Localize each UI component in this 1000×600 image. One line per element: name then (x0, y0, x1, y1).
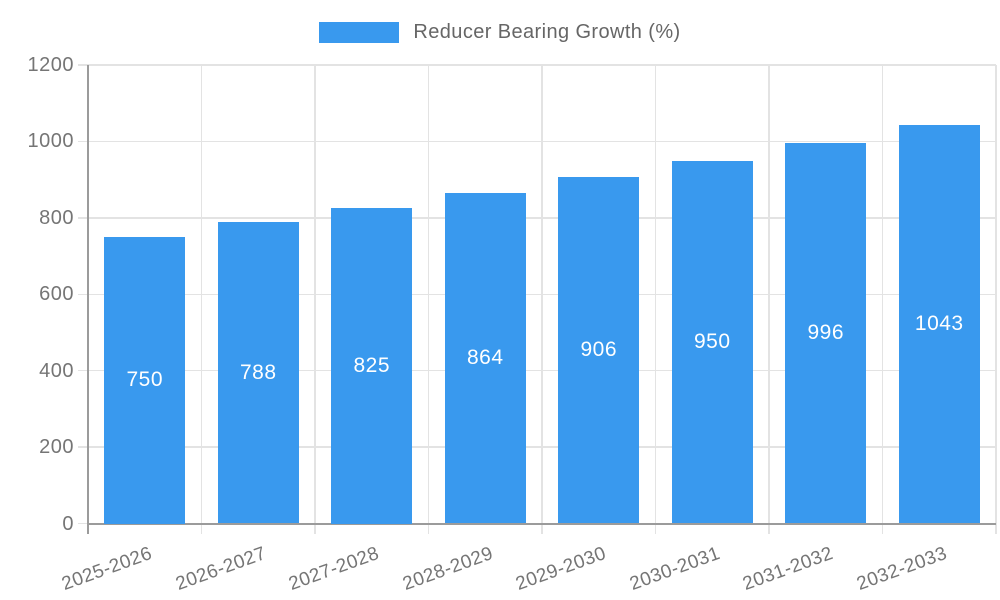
x-axis-line (88, 522, 996, 525)
y-tick-mark (78, 217, 88, 219)
y-tick-mark (78, 369, 88, 372)
legend-label: Reducer Bearing Growth (%) (413, 21, 681, 43)
y-tick-label: 200 (39, 436, 74, 459)
x-gridline (654, 65, 657, 524)
bar-2029-2030[interactable] (558, 177, 640, 524)
x-gridline (314, 65, 316, 524)
bar-2032-2033[interactable] (898, 124, 980, 524)
chart-legend[interactable]: Reducer Bearing Growth (%) (0, 21, 1000, 44)
x-tick-mark (995, 523, 997, 534)
x-gridline (995, 65, 997, 524)
x-tick-mark (768, 523, 770, 534)
x-tick-label: 2030-2031 (626, 542, 723, 595)
x-gridline (881, 65, 884, 524)
x-tick-label: 2029-2030 (513, 542, 610, 595)
x-tick-mark (881, 523, 884, 534)
y-tick-label: 800 (39, 206, 74, 229)
y-tick-mark (78, 522, 88, 525)
x-tick-label: 2031-2032 (740, 542, 837, 595)
x-tick-label: 2025-2026 (59, 542, 156, 595)
x-tick-label: 2026-2027 (172, 542, 269, 595)
bar-2028-2029[interactable] (444, 193, 526, 524)
legend-swatch[interactable] (319, 22, 400, 43)
x-gridline (541, 65, 543, 524)
y-tick-label: 1000 (27, 130, 74, 153)
x-tick-label: 2032-2033 (853, 542, 950, 595)
y-tick-label: 1200 (27, 54, 74, 76)
y-tick-mark (78, 293, 88, 295)
y-tick-label: 0 (62, 512, 74, 535)
y-tick-label: 400 (39, 359, 74, 382)
y-tick-mark (78, 446, 88, 448)
x-gridline (427, 65, 430, 524)
x-tick-mark (541, 523, 543, 534)
bar-2026-2027[interactable] (217, 222, 299, 524)
x-gridline (768, 65, 770, 524)
bar-2025-2026[interactable] (104, 236, 186, 524)
x-tick-label: 2027-2028 (286, 542, 383, 595)
x-tick-mark (427, 523, 430, 534)
bar-2027-2028[interactable] (331, 208, 413, 524)
bar-2030-2031[interactable] (671, 160, 753, 524)
y-tick-label: 600 (39, 283, 74, 306)
bar-2031-2032[interactable] (785, 142, 867, 524)
x-tick-label: 2028-2029 (399, 542, 496, 595)
y-tick-mark (78, 64, 88, 66)
y-tick-mark (78, 140, 88, 143)
x-tick-mark (654, 523, 657, 534)
y-axis-line (87, 65, 89, 534)
x-tick-mark (314, 523, 316, 534)
x-tick-mark (200, 523, 203, 534)
x-gridline (200, 65, 203, 524)
